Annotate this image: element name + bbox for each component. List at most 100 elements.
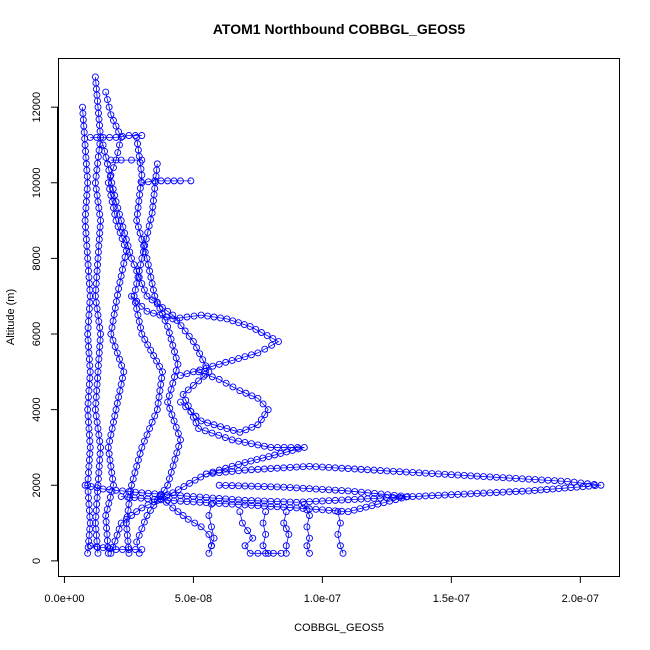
data-point: [172, 354, 180, 362]
data-point: [174, 360, 182, 368]
data-point: [110, 116, 117, 124]
data-point: [143, 431, 151, 439]
data-point: [153, 406, 161, 414]
data-point: [196, 493, 204, 501]
series-line: [303, 503, 310, 554]
data-point: [447, 491, 455, 499]
data-point: [215, 495, 223, 502]
data-point: [247, 351, 255, 359]
data-point: [124, 242, 132, 250]
data-point: [286, 464, 294, 471]
data-point: [159, 304, 166, 311]
y-axis: 0 2000 4000 6000 8000 10000 12000: [31, 92, 58, 564]
data-point: [156, 362, 163, 370]
data-point: [143, 254, 151, 262]
data-point: [208, 373, 216, 381]
data-point: [133, 462, 141, 470]
data-point: [136, 191, 144, 199]
data-point: [447, 471, 455, 479]
data-point: [138, 280, 146, 288]
data-point: [208, 542, 215, 550]
data-point: [111, 210, 119, 218]
series-line: [131, 295, 280, 376]
data-point: [217, 423, 224, 431]
data-point: [260, 465, 268, 473]
data-point: [189, 368, 197, 376]
data-point: [174, 508, 182, 516]
data-point: [196, 498, 204, 506]
data-point: [208, 523, 215, 531]
x-tick-label: 1.0e-07: [304, 593, 341, 605]
data-series: [156, 493, 215, 550]
x-tick-label: 0.0e+00: [44, 593, 84, 605]
data-point: [195, 425, 203, 432]
data-point: [186, 479, 193, 487]
data-point: [117, 217, 125, 225]
data-point: [112, 198, 120, 206]
data-point: [306, 534, 313, 542]
data-series: [107, 156, 146, 164]
series-line: [90, 545, 142, 550]
data-point: [110, 204, 117, 212]
data-point: [215, 469, 223, 477]
data-point: [144, 341, 152, 349]
data-point: [195, 377, 203, 385]
data-point: [134, 204, 142, 212]
data-point: [235, 437, 243, 445]
data-point: [94, 153, 102, 161]
data-point: [189, 381, 197, 389]
data-point: [99, 141, 107, 149]
data-point: [209, 499, 217, 507]
data-point: [108, 324, 116, 331]
data-point: [133, 508, 141, 516]
data-point: [590, 481, 598, 488]
data-series: [133, 133, 184, 557]
data-point: [505, 474, 513, 482]
data-point: [260, 497, 268, 505]
data-point: [331, 464, 339, 472]
data-point: [252, 326, 260, 333]
data-point: [143, 292, 151, 300]
data-point: [486, 473, 494, 481]
data-point: [99, 544, 107, 552]
data-point: [128, 156, 135, 164]
data-point: [318, 497, 326, 505]
data-point: [117, 519, 125, 527]
data-point: [184, 515, 192, 523]
data-point: [557, 477, 565, 485]
data-point: [306, 549, 313, 557]
data-point: [170, 497, 178, 505]
data-point: [125, 549, 133, 557]
x-tick-label: 1.5e-07: [433, 593, 470, 605]
data-point: [150, 495, 158, 503]
data-point: [169, 379, 177, 387]
data-point: [241, 496, 249, 504]
data-point: [376, 494, 384, 502]
data-point: [222, 495, 230, 503]
data-point: [183, 498, 191, 505]
data-point: [110, 311, 118, 319]
data-point: [370, 495, 378, 502]
data-point: [441, 470, 449, 478]
data-point: [103, 96, 111, 104]
data-point: [409, 493, 417, 501]
series-line: [90, 135, 142, 138]
data-point: [146, 507, 154, 514]
data-point: [124, 493, 132, 501]
data-point: [112, 406, 120, 414]
data-point: [107, 431, 115, 439]
data-point: [148, 280, 156, 288]
data-point: [259, 400, 267, 408]
data-point: [285, 530, 293, 538]
data-point: [122, 236, 130, 243]
data-point: [131, 469, 139, 477]
data-point: [121, 229, 129, 237]
data-point: [246, 549, 254, 557]
data-point: [493, 473, 500, 481]
data-point: [139, 248, 147, 256]
data-point: [201, 427, 209, 435]
data-point: [165, 392, 173, 400]
data-point: [215, 431, 223, 439]
data-point: [101, 147, 109, 155]
data-point: [538, 476, 546, 484]
